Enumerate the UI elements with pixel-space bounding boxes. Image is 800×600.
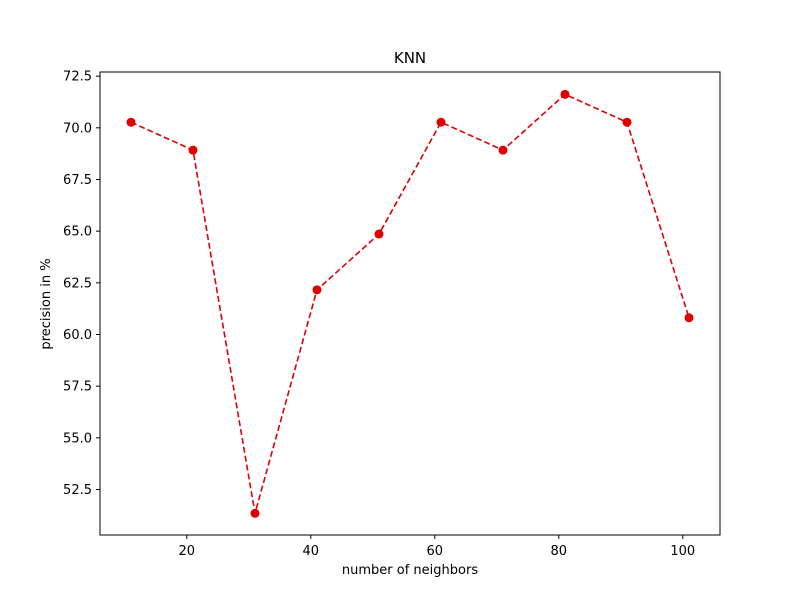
chart-title: KNN [394,49,426,67]
y-tick-label: 67.5 [63,173,92,188]
data-point [250,508,260,518]
plot-frame [99,71,721,536]
data-point [622,117,632,127]
x-axis-label: number of neighbors [342,563,478,578]
data-point [560,89,570,99]
x-tick-label: 100 [670,544,695,559]
x-tick-label: 60 [427,544,444,559]
y-tick-label: 55.0 [63,431,92,446]
plot-area: 20 40 60 80 100 52.5 55.0 57.5 60.0 62.5 65.0 67.5 7… [63,70,721,559]
data-point [684,313,694,323]
data-point [188,145,198,155]
y-tick-label: 52.5 [63,483,92,498]
x-tick-label: 20 [179,544,196,559]
y-tick-label: 62.5 [63,276,92,291]
x-tick-label: 40 [303,544,320,559]
y-tick-label: 65.0 [63,225,92,240]
data-point [126,117,136,127]
y-tick-label: 57.5 [63,380,92,395]
data-point [312,285,322,295]
y-axis-label: precision in % [39,258,54,349]
data-point [436,117,446,127]
y-tick-label: 60.0 [63,328,92,343]
x-tick-label: 80 [551,544,568,559]
series-line [130,93,690,514]
data-point [498,145,508,155]
y-tick-label: 70.0 [63,121,92,136]
data-point [374,229,384,239]
y-tick-label: 72.5 [63,70,92,85]
